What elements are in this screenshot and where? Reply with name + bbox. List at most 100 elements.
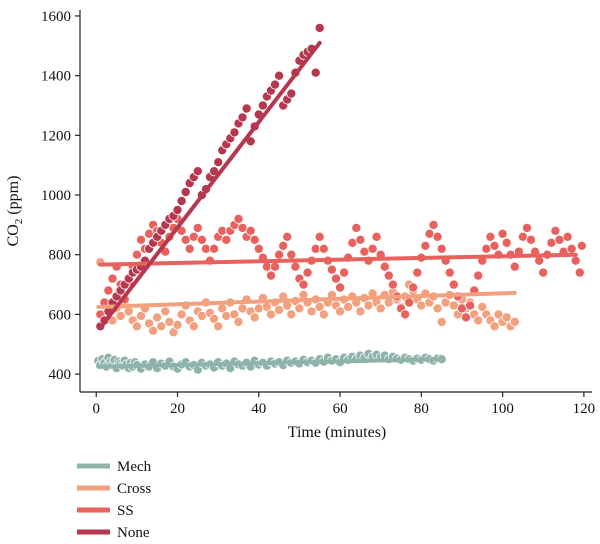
x-tick-label: 100	[491, 401, 514, 417]
x-tick-label: 60	[333, 401, 348, 417]
ss-trend-line	[98, 252, 578, 267]
ss-point	[269, 261, 280, 272]
ss-point	[318, 243, 329, 254]
ss-point	[497, 228, 508, 239]
ss-point	[501, 237, 512, 248]
ss-point	[278, 240, 289, 251]
ss-point	[107, 273, 118, 284]
none-trend-line	[98, 40, 322, 330]
ss-point	[371, 231, 382, 242]
ss-point	[286, 249, 297, 260]
cross-point	[314, 301, 325, 312]
cross-point	[473, 315, 484, 326]
ss-point	[428, 219, 439, 230]
ss-point	[249, 234, 260, 245]
cross-point	[123, 306, 134, 317]
none-point	[269, 79, 280, 90]
ss-point	[436, 243, 447, 254]
ss-point	[103, 285, 114, 296]
none-point	[172, 204, 183, 215]
cross-point	[318, 309, 329, 320]
ss-point	[489, 240, 500, 251]
ss-point	[526, 234, 537, 245]
cross-trend-line	[96, 290, 517, 309]
legend-label-cross: Cross	[117, 481, 151, 497]
ss-point	[509, 261, 520, 272]
y-axis-title-main: CO	[5, 224, 22, 246]
cross-point	[131, 321, 142, 332]
y-tick-label: 800	[49, 248, 72, 264]
ss-point	[444, 267, 455, 278]
none-point	[241, 103, 252, 114]
x-axis-title: Time (minutes)	[288, 424, 387, 441]
ss-point	[351, 222, 362, 233]
axes: 400 600 800 1000 1200 1400 1600 0 20 40 60 80 100 120	[41, 9, 595, 417]
ss-point	[367, 243, 378, 254]
ss-point	[473, 270, 484, 281]
cross-point	[436, 316, 447, 327]
ss-point	[131, 249, 142, 260]
cross-point	[489, 321, 500, 332]
y-tick-label: 1200	[41, 128, 71, 144]
none-point	[192, 166, 203, 177]
ss-point	[245, 225, 256, 236]
cross-point	[432, 303, 443, 314]
ss-point	[290, 261, 301, 272]
none-point	[213, 157, 224, 168]
none-point	[286, 88, 297, 99]
ss-point	[570, 255, 581, 266]
x-tick-label: 20	[170, 401, 185, 417]
y-axis-title-tail: (ppm)	[5, 176, 22, 219]
ss-point	[233, 213, 244, 224]
cross-point	[221, 310, 232, 321]
y-tick-label: 1600	[41, 9, 71, 25]
cross-point	[375, 303, 386, 314]
ss-point	[298, 279, 309, 290]
cross-point	[335, 306, 346, 317]
ss-point	[209, 243, 220, 254]
legend-label-mech: Mech	[117, 459, 152, 475]
legend-label-none: None	[117, 525, 150, 541]
ss-point	[339, 267, 350, 278]
ss-point	[184, 243, 195, 254]
ss-point	[465, 300, 476, 311]
ss-point	[302, 267, 313, 278]
x-tick-label: 80	[414, 401, 429, 417]
cross-point	[265, 309, 276, 320]
x-tick-label: 0	[93, 401, 101, 417]
cross-point	[233, 316, 244, 327]
cross-point	[501, 312, 512, 323]
none-point	[310, 67, 321, 78]
y-axis-title-subscript: 2	[13, 219, 25, 225]
ss-point	[383, 270, 394, 281]
ss-point	[566, 243, 577, 254]
ss-point	[282, 231, 293, 242]
ss-point	[387, 279, 398, 290]
y-tick-label: 1400	[41, 69, 71, 85]
ss-point	[196, 234, 207, 245]
cross-point	[509, 316, 520, 327]
ss-point	[330, 273, 341, 284]
ss-point	[400, 309, 411, 320]
cross-point	[152, 312, 163, 323]
y-tick-label: 1000	[41, 188, 71, 204]
ss-point	[538, 267, 549, 278]
none-point	[176, 195, 187, 206]
cross-point	[115, 310, 126, 321]
legend: Mech Cross SS None	[77, 459, 152, 541]
none-point	[314, 22, 325, 33]
ss-point	[522, 222, 533, 233]
cross-point	[188, 321, 199, 332]
cross-point	[160, 306, 171, 317]
none-point	[180, 186, 191, 197]
cross-point	[148, 325, 159, 336]
ss-point	[432, 231, 443, 242]
ss-point	[335, 282, 346, 293]
ss-point	[408, 282, 419, 293]
ss-point	[274, 249, 285, 260]
cross-point	[176, 309, 187, 320]
none-point	[229, 127, 240, 138]
ss-point	[562, 231, 573, 242]
